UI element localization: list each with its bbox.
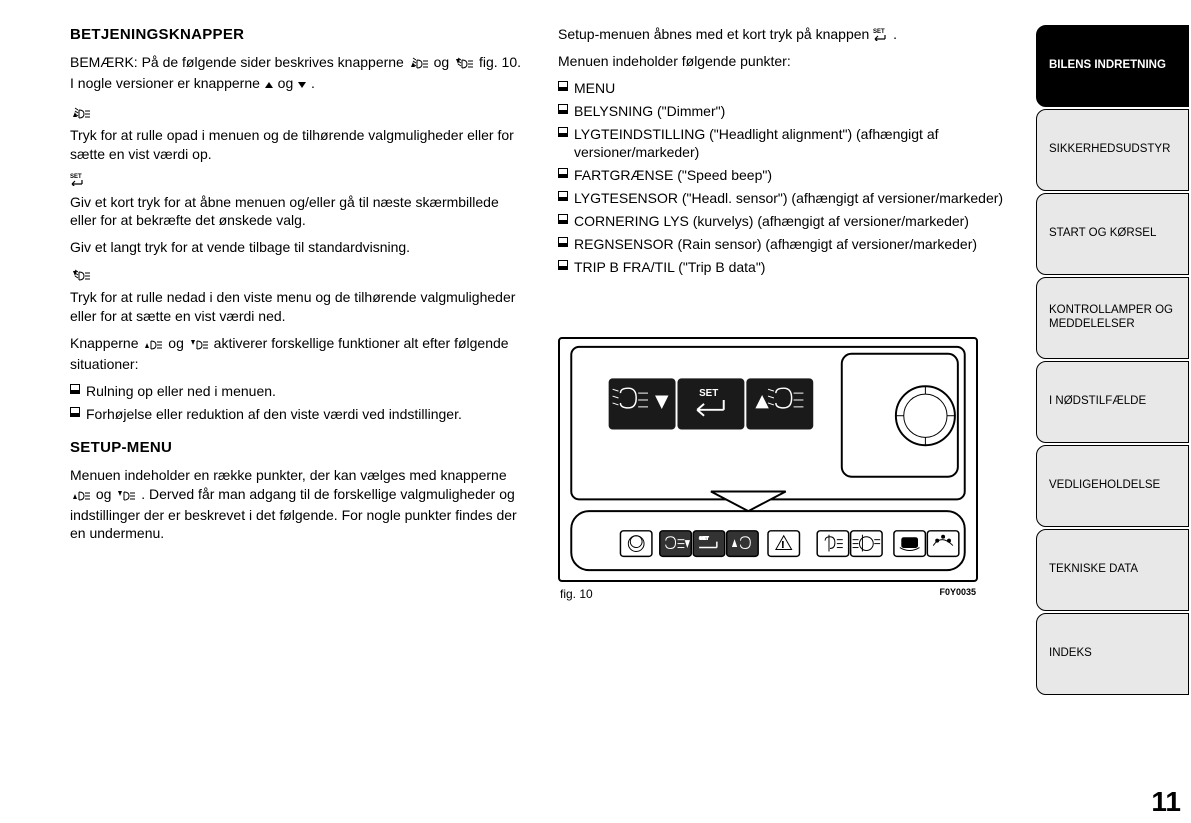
section-tab[interactable]: TEKNISKE DATA [1036, 529, 1189, 611]
heading-setup-menu: SETUP-MENU [70, 438, 528, 458]
bullet-icon [558, 81, 568, 98]
menu-contains: Menuen indeholder følgende punkter: [558, 52, 1016, 71]
down-beam-icon [115, 487, 137, 506]
txt: Setup-menuen åbnes med et kort tryk på k… [558, 26, 873, 42]
scroll-up-text: Tryk for at rulle opad i menuen og de ti… [70, 126, 528, 164]
menu-item: CORNERING LYS (kurvelys) (afhængigt af v… [558, 212, 1016, 231]
set-short-press: Giv et kort tryk for at åbne menuen og/e… [70, 193, 528, 231]
figure-label: fig. 10 [560, 586, 593, 602]
section-tab[interactable]: SIKKERHEDSUDSTYR [1036, 109, 1189, 191]
setup-open: Setup-menuen åbnes med et kort tryk på k… [558, 25, 1016, 44]
up-beam-icon [408, 55, 430, 74]
bullet-icon [558, 237, 568, 254]
down-beam-icon [70, 267, 92, 286]
txt: . [889, 26, 897, 42]
section-tab[interactable]: VEDLIGEHOLDELSE [1036, 445, 1189, 527]
figure-code: F0Y0035 [939, 586, 976, 602]
menu-item: REGNSENSOR (Rain sensor) (afhængigt af v… [558, 235, 1016, 254]
up-triangle-icon [264, 76, 274, 95]
txt: Menuen indeholder en række punkter, der … [70, 467, 507, 483]
menu-item-text: REGNSENSOR (Rain sensor) (afhængigt af v… [574, 235, 977, 254]
down-beam-icon [453, 55, 475, 74]
bullet-icon [558, 191, 568, 208]
section-tab[interactable]: KONTROLLAMPER OG MEDDELELSER [1036, 277, 1189, 359]
menu-item: LYGTESENSOR ("Headl. sensor") (afhængigt… [558, 189, 1016, 208]
section-tab[interactable]: I NØDSTILFÆLDE [1036, 361, 1189, 443]
right-column: Setup-menuen åbnes med et kort tryk på k… [558, 25, 1016, 813]
menu-items-list: MENU BELYSNING ("Dimmer") LYGTEINDSTILLING… [558, 79, 1016, 277]
svg-text:SET: SET [699, 535, 709, 541]
menu-item: TRIP B FRA/TIL ("Trip B data") [558, 258, 1016, 277]
menu-item-text: CORNERING LYS (kurvelys) (afhængigt af v… [574, 212, 969, 231]
up-beam-icon [142, 336, 164, 355]
bullet-icon [558, 168, 568, 185]
menu-item-text: MENU [574, 79, 615, 98]
txt: . [307, 75, 315, 91]
txt: og [274, 75, 297, 91]
txt: og [430, 54, 453, 70]
set-icon: SET [873, 26, 889, 42]
svg-text:SET: SET [70, 174, 82, 180]
bullet-icon [558, 127, 568, 163]
menu-item-text: LYGTEINDSTILLING ("Headlight alignment")… [574, 125, 1016, 163]
left-column: BETJENINGSKNAPPER BEMÆRK: På de følgende… [70, 25, 528, 813]
dashboard-illustration: SET [560, 339, 976, 580]
txt: BEMÆRK: På de følgende sider beskrives k… [70, 54, 408, 70]
setup-menu-desc: Menuen indeholder en række punkter, der … [70, 466, 528, 544]
menu-item-text: BELYSNING ("Dimmer") [574, 102, 725, 121]
section-tab[interactable]: INDEKS [1036, 613, 1189, 695]
txt: . Derved får man adgang til de forskelli… [70, 486, 517, 542]
txt: Knapperne [70, 335, 142, 351]
bullet-icon [70, 384, 80, 401]
menu-item-text: LYGTESENSOR ("Headl. sensor") (afhængigt… [574, 189, 1003, 208]
buttons-activate: Knapperne og aktiverer forskellige funkt… [70, 334, 528, 374]
txt: og [92, 486, 115, 502]
menu-item: LYGTEINDSTILLING ("Headlight alignment")… [558, 125, 1016, 163]
page-number: 11 [1151, 786, 1181, 818]
section-tab[interactable]: BILENS INDRETNING [1036, 25, 1189, 107]
menu-item: MENU [558, 79, 1016, 98]
bullet-icon [558, 214, 568, 231]
bullet-icon [70, 407, 80, 424]
down-beam-icon [188, 336, 210, 355]
svg-text:SET: SET [699, 388, 718, 399]
note-paragraph: BEMÆRK: På de følgende sider beskrives k… [70, 53, 528, 95]
up-beam-icon [70, 487, 92, 506]
up-beam-icon [70, 105, 92, 124]
set-icon: SET [70, 172, 528, 191]
menu-item-text: TRIP B FRA/TIL ("Trip B data") [574, 258, 765, 277]
txt: og [164, 335, 187, 351]
down-triangle-icon [297, 76, 307, 95]
menu-item: BELYSNING ("Dimmer") [558, 102, 1016, 121]
menu-item-text: FARTGRÆNSE ("Speed beep") [574, 166, 772, 185]
scroll-down-text: Tryk for at rulle nedad i den viste menu… [70, 288, 528, 326]
svg-text:!: ! [782, 540, 784, 549]
section-tabs: BILENS INDRETNINGSIKKERHEDSUDSTYRSTART O… [1036, 0, 1191, 823]
set-long-press: Giv et langt tryk for at vende tilbage t… [70, 238, 528, 257]
svg-text:SET: SET [873, 29, 885, 35]
figure-box: SET [558, 337, 978, 582]
list-item: Rulning op eller ned i menuen. [70, 382, 528, 401]
menu-item: FARTGRÆNSE ("Speed beep") [558, 166, 1016, 185]
bullet-icon [558, 260, 568, 277]
bullet-text: Rulning op eller ned i menuen. [86, 382, 276, 401]
bullet-text: Forhøjelse eller reduktion af den viste … [86, 405, 462, 424]
figure-10: SET [558, 337, 978, 602]
bullet-icon [558, 104, 568, 121]
heading-controls: BETJENINGSKNAPPER [70, 25, 528, 45]
section-tab[interactable]: START OG KØRSEL [1036, 193, 1189, 275]
list-item: Forhøjelse eller reduktion af den viste … [70, 405, 528, 424]
